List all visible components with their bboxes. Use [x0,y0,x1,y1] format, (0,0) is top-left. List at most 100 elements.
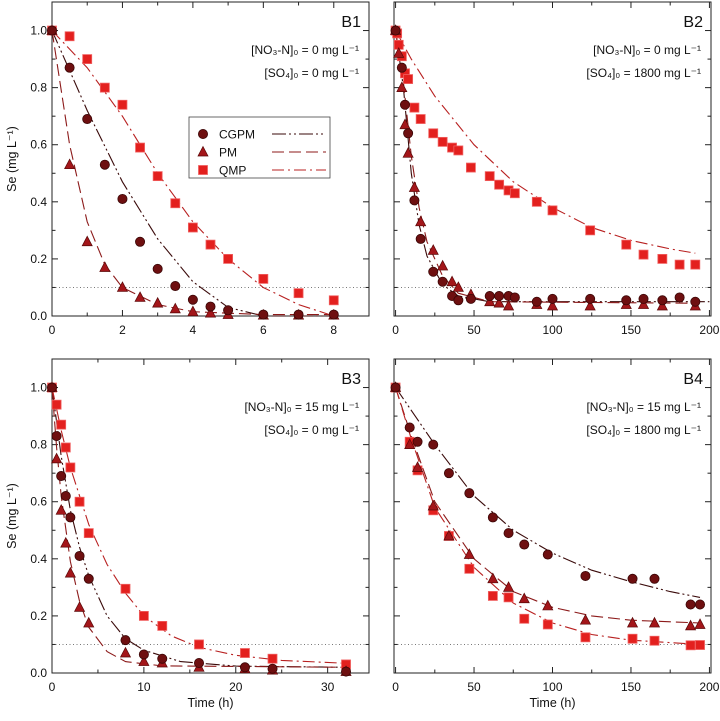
panel-label: B4 [683,371,703,388]
panel-label: B1 [341,14,361,31]
x-tick-label: 10 [137,680,151,694]
condition-text: [NO₃-N]₀ = 0 mg L⁻¹ [593,43,701,57]
legend: CGPM PM QMP [188,116,331,179]
data-point-cgpm [390,25,401,36]
series-cgpm [395,30,710,303]
fit-line-qmp [51,30,334,317]
data-point-cgpm [503,528,514,539]
data-point-pm [187,305,199,317]
panel-b1: 0 2 4 6 8 0.0 0.2 0.4 0.6 0.8 1.0 Se (mg L⁻¹) B1 [NO₃… [5,1,370,337]
panel-b3: 0 10 20 30 0.0 0.2 0.4 0.6 0.8 1.0 Se (mg L⁻¹) Time… [5,358,370,710]
y-tick-label: 0.6 [30,138,47,152]
data-point-cgpm [157,653,168,664]
data-point-cgpm [494,291,505,302]
data-point-qmp [657,254,668,264]
data-point-qmp [621,239,632,250]
data-point-qmp [117,99,128,110]
series-qmp [395,30,696,254]
x-tick-label: 0 [392,680,399,694]
data-point-qmp [674,259,685,270]
data-point-qmp [74,496,85,507]
y-tick-label: 1.0 [30,381,47,395]
data-point-qmp [519,613,530,624]
data-point-pm [502,581,515,592]
data-point-qmp [205,239,216,250]
data-point-cgpm [194,658,205,669]
data-point-cgpm [428,266,439,277]
legend-label-pm: PM [219,146,237,160]
y-tick-label: 0.0 [30,309,47,323]
data-point-cgpm [56,471,67,482]
markers-cgpm [390,25,701,307]
data-point-pm [134,291,146,302]
data-point-pm [542,599,554,611]
data-point-qmp [64,31,75,42]
data-point-cgpm [74,550,85,561]
data-point-pm [415,215,427,227]
x-tick-label: 0 [392,323,399,337]
data-point-qmp [157,621,168,631]
data-point-qmp [685,640,696,651]
data-point-pm [579,613,592,625]
data-point-qmp [138,611,149,621]
data-point-qmp [509,188,520,199]
data-point-pm [493,296,505,308]
data-point-qmp [649,635,660,646]
data-point-cgpm [487,512,498,523]
data-point-pm [694,618,706,629]
data-point-cgpm [396,62,407,73]
data-point-cgpm [638,293,649,304]
plot-frame [51,358,370,674]
series-qmp [395,387,701,646]
data-point-qmp [484,171,495,182]
data-point-pm [648,616,661,628]
data-point-pm [685,619,697,631]
data-point-pm [443,529,455,541]
y-axis-label: Se (mg L⁻¹) [5,483,19,549]
data-point-pm [396,81,408,92]
data-point-qmp [627,633,638,644]
x-tick-label: 150 [621,323,641,337]
y-tick-label: 0.8 [30,81,47,95]
data-point-cgpm [51,431,62,442]
x-tick-label: 200 [699,323,719,337]
data-point-pm [487,572,499,584]
fit-line-pm [51,30,334,316]
data-point-pm [119,646,132,658]
data-point-pm [518,592,530,604]
data-point-cgpm [138,649,149,660]
x-tick-label: 20 [229,680,243,694]
data-point-pm [60,536,72,548]
data-point-pm [437,259,449,271]
data-point-cgpm [205,301,216,312]
y-tick-label: 0.0 [30,666,47,680]
data-point-qmp [465,162,476,173]
data-point-qmp [258,273,269,284]
data-point-qmp [415,114,426,124]
data-point-pm [452,281,464,292]
data-point-cgpm [152,263,163,274]
condition-text: [SO₄]₀ = 0 mg L⁻¹ [264,66,359,80]
data-point-qmp [494,179,505,190]
data-point-cgpm [267,663,278,674]
data-point-cgpm [547,293,558,304]
y-tick-label: 0.4 [30,195,47,209]
legend-box [188,116,331,179]
data-point-cgpm [65,512,76,523]
data-point-cgpm [239,662,250,673]
data-point-pm [51,452,63,464]
data-point-pm [99,261,111,272]
data-point-pm [81,235,93,247]
data-point-qmp [437,136,448,147]
x-tick-label: 6 [260,323,267,337]
data-point-qmp [65,462,76,473]
data-point-cgpm [390,382,401,393]
data-point-cgpm [690,296,701,307]
x-axis-label: Time (h) [187,696,233,710]
data-point-pm [152,296,164,308]
data-point-qmp [120,583,131,594]
series-qmp [51,30,334,317]
x-tick-label: 4 [190,323,197,337]
data-point-qmp [56,419,67,430]
